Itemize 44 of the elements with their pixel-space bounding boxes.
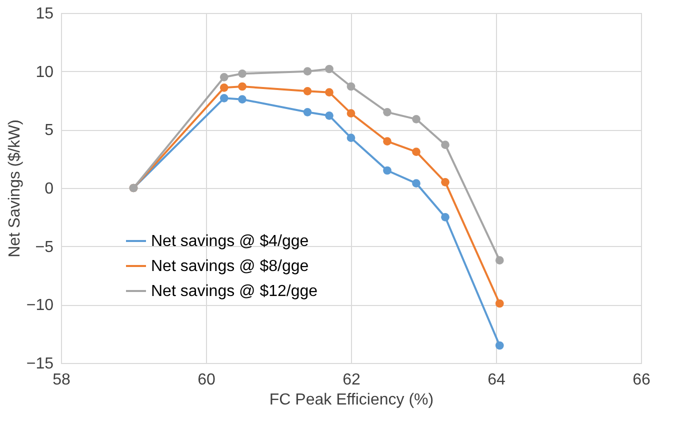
- y-tick-label: 5: [44, 122, 54, 140]
- x-tick-label: 60: [198, 372, 216, 388]
- point: [220, 83, 228, 92]
- point: [303, 67, 312, 76]
- point: [325, 111, 334, 120]
- point: [325, 88, 334, 97]
- x-tick-label: 58: [52, 372, 70, 388]
- point: [412, 179, 420, 188]
- point: [441, 178, 450, 186]
- point: [383, 137, 392, 146]
- y-tick-label: −5: [35, 238, 54, 256]
- point: [495, 256, 504, 265]
- x-tick-label: 64: [488, 372, 506, 388]
- point: [441, 212, 450, 222]
- point: [325, 64, 334, 74]
- y-tick-label: −15: [26, 356, 54, 372]
- point: [346, 82, 356, 91]
- point: [303, 86, 312, 96]
- y-tick-label: 10: [36, 64, 54, 81]
- point: [238, 82, 246, 91]
- point: [383, 108, 392, 116]
- y-axis-title: Net Savings ($/kW): [6, 120, 24, 258]
- point: [238, 69, 246, 78]
- point: [346, 109, 356, 118]
- point: [220, 72, 228, 82]
- point: [412, 114, 420, 124]
- y-tick-label: −10: [26, 297, 54, 314]
- x-tick-label: 66: [632, 372, 650, 388]
- point: [346, 134, 356, 142]
- point: [383, 166, 392, 175]
- legend-label: Net savings @ $12/gge: [151, 283, 318, 300]
- point: [220, 94, 228, 102]
- point: [441, 140, 450, 150]
- y-tick-label: 15: [36, 6, 54, 22]
- x-axis-title: FC Peak Efficiency (%): [269, 392, 434, 408]
- point: [412, 148, 420, 156]
- legend-label: Net savings @ $4/gge: [151, 233, 309, 250]
- point: [495, 341, 504, 350]
- point: [495, 299, 504, 308]
- legend-label: Net savings @ $8/gge: [151, 258, 309, 275]
- point: [303, 108, 312, 116]
- y-tick-label: 0: [44, 180, 54, 198]
- x-tick-label: 62: [342, 372, 360, 388]
- point: [238, 95, 246, 104]
